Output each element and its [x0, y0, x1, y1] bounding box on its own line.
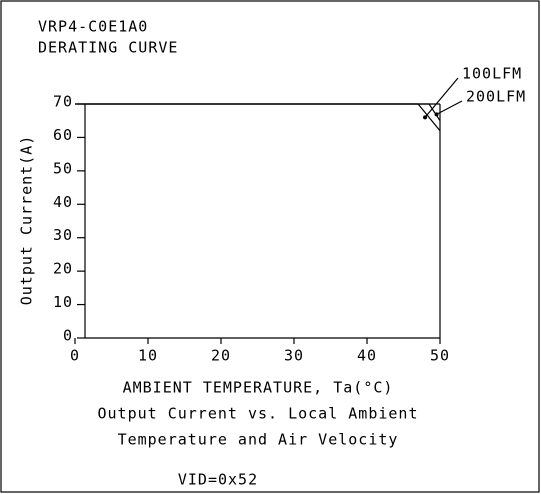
legend-label: 100LFM	[462, 65, 522, 83]
legend-leader	[436, 100, 463, 115]
y-axis-label: Output Current(A)	[18, 135, 36, 306]
y-tick-label: 20	[53, 260, 73, 278]
y-tick-label: 50	[53, 159, 73, 177]
legend-dot	[423, 115, 428, 120]
x-tick-label: 30	[284, 347, 304, 365]
series-line	[75, 103, 441, 132]
x-tick-label: 50	[430, 347, 450, 365]
x-tick-label: 20	[211, 347, 231, 365]
y-tick-label: 10	[53, 293, 73, 311]
x-axis-label: AMBIENT TEMPERATURE, Ta(°C)	[123, 379, 394, 397]
y-tick-label: 70	[53, 93, 73, 111]
caption-line: Output Current vs. Local Ambient	[98, 405, 419, 423]
legend-label: 200LFM	[466, 88, 526, 106]
chart-title: VRP4-C0E1A0	[38, 18, 148, 36]
footnote: VID=0x52	[178, 471, 258, 489]
x-tick-label: 10	[138, 347, 158, 365]
caption-line: Temperature and Air Velocity	[118, 431, 399, 449]
y-tick-label: 0	[63, 327, 73, 345]
y-tick-label: 40	[53, 193, 73, 211]
y-tick-label: 60	[53, 126, 73, 144]
x-tick-label: 0	[70, 347, 80, 365]
legend-dot	[434, 112, 439, 117]
series-line	[75, 103, 441, 122]
x-tick-label: 40	[357, 347, 377, 365]
y-tick-label: 30	[53, 226, 73, 244]
chart-subtitle: DERATING CURVE	[38, 39, 178, 57]
legend-leader	[424, 77, 459, 118]
